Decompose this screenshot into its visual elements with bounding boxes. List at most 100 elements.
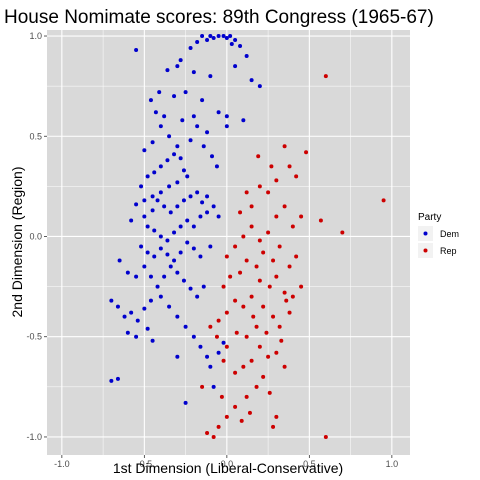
data-point-rep xyxy=(228,274,233,279)
data-point-dem xyxy=(134,202,139,207)
data-point-rep xyxy=(274,274,279,279)
data-point-dem xyxy=(188,286,193,291)
chart-title: House Nomimate scores: 89th Congress (19… xyxy=(4,7,434,28)
data-point-rep xyxy=(261,250,266,255)
data-point-rep xyxy=(294,174,299,179)
data-point-dem xyxy=(129,218,134,223)
data-point-dem xyxy=(191,334,196,339)
data-point-dem xyxy=(145,250,150,255)
data-point-dem xyxy=(221,34,226,39)
data-point-rep xyxy=(221,284,226,289)
data-point-dem xyxy=(211,36,216,41)
data-point-dem xyxy=(200,200,205,205)
data-point-rep xyxy=(216,424,221,429)
data-point-rep xyxy=(287,164,292,169)
data-point-dem xyxy=(162,204,167,209)
data-point-rep xyxy=(282,364,287,369)
data-point-dem xyxy=(172,152,177,157)
data-point-rep xyxy=(261,304,266,309)
data-point-dem xyxy=(228,34,233,39)
data-point-dem xyxy=(142,264,147,269)
y-axis-ticks: -1.0 -0.5 0.0 0.5 1.0 xyxy=(26,31,47,442)
data-point-rep xyxy=(277,244,282,249)
data-point-dem xyxy=(175,204,180,209)
plot-panel xyxy=(47,30,410,455)
data-point-dem xyxy=(233,64,238,69)
data-point-rep xyxy=(216,318,221,323)
data-point-dem xyxy=(233,38,238,43)
data-point-rep xyxy=(274,414,279,419)
data-point-dem xyxy=(142,148,147,153)
data-point-rep xyxy=(200,384,205,389)
data-points xyxy=(109,34,386,439)
data-point-rep xyxy=(282,204,287,209)
data-point-dem xyxy=(195,294,200,299)
data-point-dem xyxy=(214,164,219,169)
data-point-dem xyxy=(195,124,200,129)
data-point-rep xyxy=(208,324,213,329)
data-point-dem xyxy=(158,190,163,195)
data-point-dem xyxy=(178,224,183,229)
data-point-dem xyxy=(208,74,213,79)
data-point-rep xyxy=(224,310,229,315)
data-point-dem xyxy=(175,64,180,69)
data-point-dem xyxy=(175,180,180,185)
data-point-dem xyxy=(150,140,155,145)
series-rep xyxy=(200,74,386,439)
y-tick-label: -0.5 xyxy=(26,332,42,342)
data-point-rep xyxy=(274,178,279,183)
data-point-rep xyxy=(266,190,271,195)
data-point-dem xyxy=(172,258,177,263)
data-point-rep xyxy=(214,334,219,339)
data-point-dem xyxy=(167,304,172,309)
data-point-dem xyxy=(129,310,134,315)
data-point-rep xyxy=(224,414,229,419)
data-point-dem xyxy=(125,270,130,275)
x-axis-ticks: -1.0 -0.5 0.0 0.5 1.0 xyxy=(54,455,398,469)
data-point-rep xyxy=(323,74,328,79)
data-point-rep xyxy=(287,310,292,315)
data-point-rep xyxy=(257,184,262,189)
data-point-rep xyxy=(257,344,262,349)
data-point-dem xyxy=(134,334,139,339)
data-point-dem xyxy=(181,278,186,283)
data-point-dem xyxy=(165,238,170,243)
data-point-dem xyxy=(208,34,213,39)
data-point-dem xyxy=(257,84,262,89)
data-point-rep xyxy=(249,224,254,229)
data-point-rep xyxy=(254,264,259,269)
data-point-rep xyxy=(279,338,284,343)
data-point-dem xyxy=(175,270,180,275)
data-point-dem xyxy=(198,254,203,259)
data-point-dem xyxy=(178,250,183,255)
data-point-dem xyxy=(139,184,144,189)
data-point-dem xyxy=(201,144,206,149)
data-point-dem xyxy=(145,326,150,331)
data-point-dem xyxy=(185,174,190,179)
data-point-dem xyxy=(183,90,188,95)
y-tick-label: -1.0 xyxy=(26,432,42,442)
data-point-rep xyxy=(205,430,210,435)
legend-entries: Dem Rep xyxy=(418,226,459,258)
data-point-rep xyxy=(257,278,262,283)
y-axis-title: 2nd Dimension (Region) xyxy=(9,167,25,318)
data-point-dem xyxy=(165,68,170,73)
data-point-dem xyxy=(205,38,210,43)
data-point-dem xyxy=(175,314,180,319)
data-point-dem xyxy=(157,90,162,95)
data-point-rep xyxy=(266,230,271,235)
data-point-dem xyxy=(172,94,177,99)
data-point-dem xyxy=(224,36,229,41)
data-point-dem xyxy=(205,130,210,135)
data-point-dem xyxy=(216,350,221,355)
data-point-dem xyxy=(145,174,150,179)
data-point-rep xyxy=(271,424,276,429)
data-point-dem xyxy=(109,378,114,383)
data-point-dem xyxy=(155,284,160,289)
data-point-dem xyxy=(167,184,172,189)
data-point-rep xyxy=(299,214,304,219)
data-point-rep xyxy=(238,270,243,275)
data-point-rep xyxy=(294,254,299,259)
x-tick-label: 0.5 xyxy=(303,459,316,469)
data-point-rep xyxy=(340,230,345,235)
